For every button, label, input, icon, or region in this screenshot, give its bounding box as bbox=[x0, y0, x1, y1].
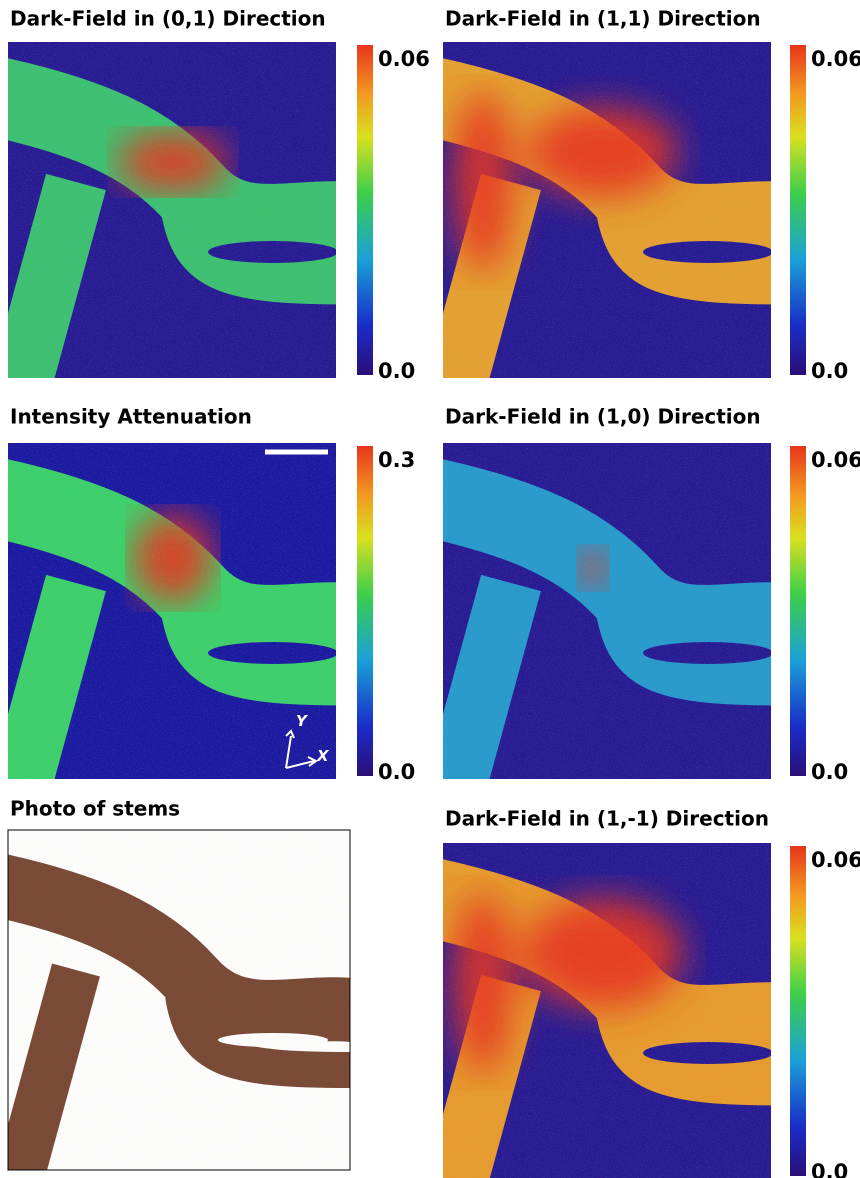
colorbar-min-label: 0.0 bbox=[811, 760, 848, 784]
colorbar-min-label: 0.0 bbox=[811, 1160, 848, 1178]
panel-title: Dark-Field in (1,0) Direction bbox=[445, 405, 761, 429]
panel-image: YX bbox=[0, 443, 353, 788]
colorbar-max-label: 0.06 bbox=[378, 47, 430, 71]
colorbar bbox=[790, 846, 806, 1176]
texture bbox=[443, 42, 771, 378]
photo-image bbox=[0, 830, 353, 1175]
colorbar bbox=[357, 446, 373, 776]
colorbar-max-label: 0.3 bbox=[378, 448, 415, 472]
panel-title: Dark-Field in (1,-1) Direction bbox=[445, 807, 769, 831]
photo-title: Photo of stems bbox=[10, 797, 180, 821]
texture bbox=[8, 830, 350, 1170]
colorbar bbox=[790, 446, 806, 776]
figure: Dark-Field in (0,1) Direction 0.06 0.0 Dark… bbox=[0, 0, 860, 1178]
colorbar-max-label: 0.06 bbox=[811, 47, 860, 71]
texture bbox=[8, 443, 336, 779]
colorbar-max-label: 0.06 bbox=[811, 848, 860, 872]
colorbar-min-label: 0.0 bbox=[378, 760, 415, 784]
colorbar-min-label: 0.0 bbox=[378, 359, 415, 383]
panel-title: Dark-Field in (0,1) Direction bbox=[10, 7, 326, 31]
colorbar-max-label: 0.06 bbox=[811, 448, 860, 472]
axis-label-x: X bbox=[316, 747, 330, 765]
colorbar-min-label: 0.0 bbox=[811, 359, 848, 383]
colorbar bbox=[790, 45, 806, 375]
colorbar bbox=[357, 45, 373, 375]
panel-title: Intensity Attenuation bbox=[10, 405, 252, 429]
texture bbox=[443, 843, 771, 1178]
texture bbox=[8, 42, 336, 378]
panel-image bbox=[433, 42, 788, 387]
panel-image bbox=[0, 42, 353, 387]
panel-title: Dark-Field in (1,1) Direction bbox=[445, 7, 761, 31]
panel-image bbox=[433, 843, 788, 1178]
texture bbox=[443, 443, 771, 779]
panel-image bbox=[433, 443, 788, 788]
